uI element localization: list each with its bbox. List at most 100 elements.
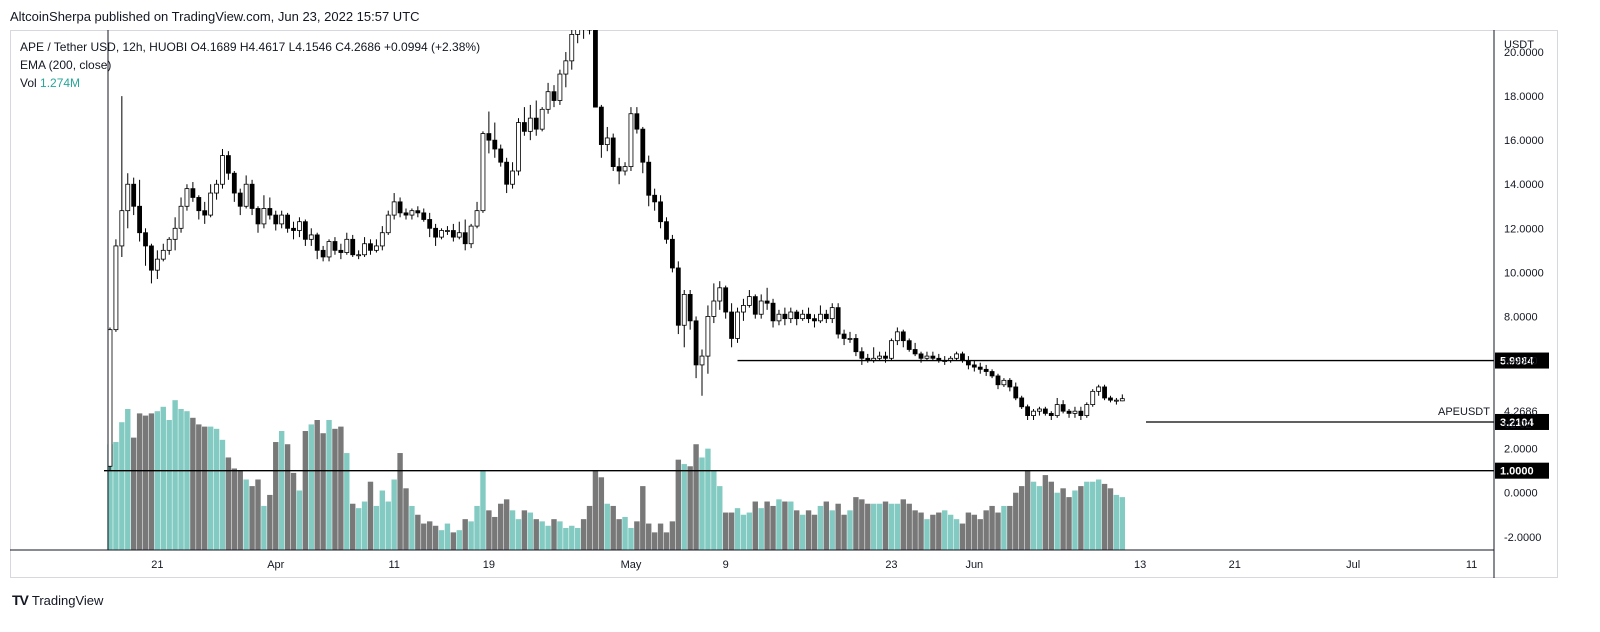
candle-body-down bbox=[675, 267, 681, 326]
time-tick-label: 9 bbox=[723, 559, 729, 571]
volume-bar bbox=[219, 439, 226, 550]
candle-body-down bbox=[551, 91, 557, 101]
volume-bar bbox=[669, 521, 676, 550]
candle-body-down bbox=[285, 214, 291, 229]
volume-bar bbox=[687, 466, 693, 550]
volume-bar bbox=[580, 519, 587, 550]
volume-bar bbox=[734, 508, 741, 550]
volume-bar bbox=[1013, 492, 1019, 550]
candle-body-down bbox=[652, 194, 658, 203]
candle-body-up bbox=[699, 355, 705, 366]
volume-bar bbox=[918, 512, 924, 550]
candle-body-down bbox=[853, 338, 859, 353]
candle-body-down bbox=[273, 214, 279, 225]
volume-bar bbox=[942, 510, 948, 550]
candle-body-up bbox=[741, 305, 746, 313]
candle-body-up bbox=[1119, 398, 1125, 402]
candle-body-up bbox=[628, 113, 634, 168]
volume-bar bbox=[130, 437, 137, 550]
candle-body-down bbox=[1025, 406, 1030, 416]
candle-body-down bbox=[1108, 397, 1113, 401]
candle-body-down bbox=[196, 197, 202, 212]
price-tick-label: 20.0000 bbox=[1504, 47, 1544, 59]
volume-bar bbox=[426, 521, 433, 550]
volume-bar bbox=[296, 490, 303, 550]
horizontal-levels[interactable]: 5.9984 3.2104 1.0000 bbox=[104, 352, 1549, 479]
volume-bar bbox=[717, 486, 723, 550]
candle-body-down bbox=[350, 238, 356, 256]
candle-body-up bbox=[154, 258, 160, 271]
candle-body-down bbox=[1048, 412, 1054, 416]
volume-bar bbox=[237, 470, 243, 550]
candle-body-up bbox=[557, 73, 563, 101]
candle-body-down bbox=[421, 212, 427, 220]
candle-body-up bbox=[735, 311, 740, 339]
candle-body-up bbox=[1037, 408, 1042, 412]
volume-bar bbox=[474, 505, 480, 550]
chart-legend: APE / Tether USD, 12h, HUOBI O4.1689 H4.… bbox=[20, 38, 480, 92]
candle-body-down bbox=[723, 287, 729, 313]
candle-body-down bbox=[859, 351, 865, 359]
volume-bar bbox=[983, 510, 989, 550]
price-tick-label: 12.0000 bbox=[1504, 223, 1544, 235]
volume-bar bbox=[563, 527, 569, 550]
price-tick-label: 16.0000 bbox=[1504, 135, 1544, 147]
candle-body-down bbox=[1019, 397, 1025, 408]
candle-body-up bbox=[877, 355, 882, 359]
volume-bar bbox=[746, 512, 753, 550]
candle-body-up bbox=[1001, 379, 1007, 386]
volume-bar bbox=[740, 514, 747, 550]
candle-body-down bbox=[332, 241, 338, 251]
candle-body-up bbox=[1054, 404, 1060, 416]
candle-body-down bbox=[806, 313, 811, 320]
candle-body-down bbox=[504, 161, 510, 185]
tradingview-footer[interactable]: TV TradingView bbox=[12, 592, 103, 608]
price-tick-label: 18.0000 bbox=[1504, 91, 1544, 103]
volume-bar bbox=[160, 406, 166, 550]
candle-body-down bbox=[433, 227, 439, 238]
volume-bar bbox=[456, 530, 462, 550]
candle-body-down bbox=[1102, 386, 1107, 399]
candle-body-up bbox=[243, 183, 249, 207]
candle-body-down bbox=[202, 210, 208, 216]
candle-body-down bbox=[237, 192, 243, 207]
volume-bar bbox=[794, 510, 800, 550]
volume-bar bbox=[231, 468, 238, 550]
volume-bar bbox=[876, 503, 883, 550]
volume-bar bbox=[1042, 475, 1049, 550]
candle-body-down bbox=[403, 212, 409, 216]
volume-bar bbox=[545, 525, 551, 550]
volume-bar bbox=[202, 426, 208, 550]
candle-body-up bbox=[622, 166, 628, 172]
volume-bar bbox=[403, 488, 409, 550]
volume-bar bbox=[622, 516, 628, 550]
volume-bar bbox=[350, 503, 356, 550]
volume-bar bbox=[882, 501, 889, 550]
candle-body-down bbox=[598, 106, 604, 145]
price-tick-label: 8.0000 bbox=[1504, 311, 1538, 323]
candle-body-down bbox=[593, 30, 598, 108]
price-chart[interactable]: 5.9984 3.2104 1.0000 USDT 20.0000 18.0000 16… bbox=[10, 30, 1558, 578]
candle-body-up bbox=[391, 201, 397, 216]
candle-body-down bbox=[231, 172, 237, 194]
volume-label: Vol bbox=[20, 76, 37, 90]
volume-bar bbox=[468, 521, 474, 550]
candle-body-up bbox=[829, 307, 835, 320]
volume-bar bbox=[829, 510, 835, 550]
volume-bar bbox=[853, 497, 859, 550]
volume-bar bbox=[551, 519, 557, 550]
volume-bar bbox=[302, 431, 309, 550]
volume-bar bbox=[634, 521, 640, 550]
currency-label: USDT bbox=[1504, 39, 1534, 51]
volume-bar bbox=[243, 479, 249, 550]
candle-body-up bbox=[178, 205, 184, 229]
candle-body-down bbox=[149, 245, 154, 271]
candle-body-down bbox=[670, 238, 675, 269]
volume-bar bbox=[207, 426, 214, 550]
candle-body-down bbox=[841, 333, 847, 339]
volume-value: 1.274M bbox=[40, 76, 81, 90]
candle-body-down bbox=[687, 294, 693, 322]
volume-bar bbox=[965, 512, 972, 550]
time-tick-label: 23 bbox=[885, 559, 897, 571]
candle-body-up bbox=[847, 338, 853, 340]
